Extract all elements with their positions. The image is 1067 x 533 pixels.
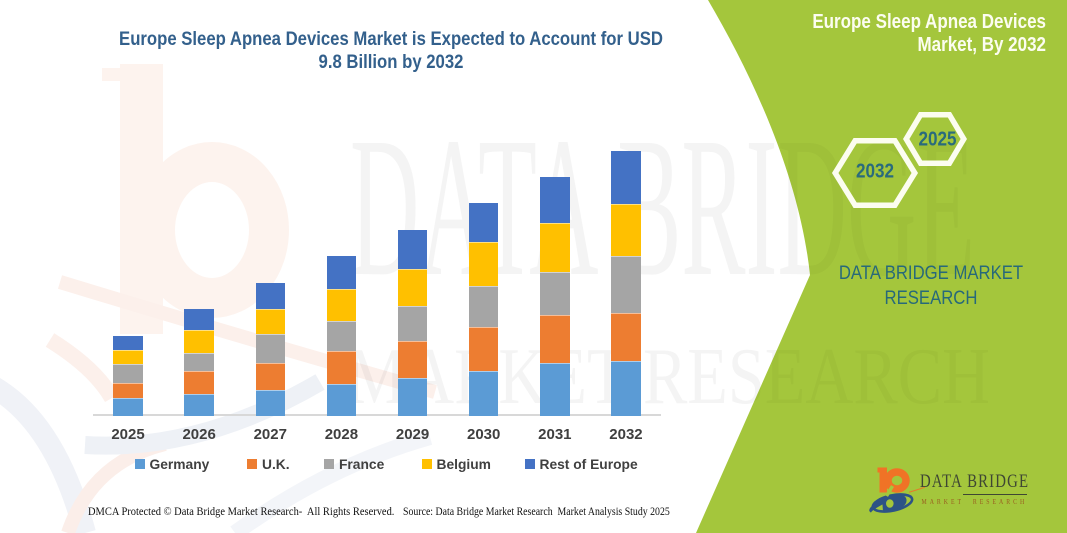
svg-text:2032: 2032 [856,160,894,182]
svg-text:2025: 2025 [919,129,957,151]
